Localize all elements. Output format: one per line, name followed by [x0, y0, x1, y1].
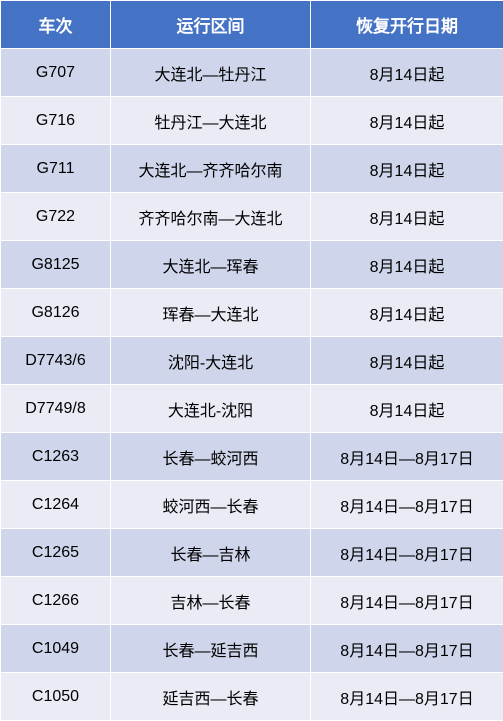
- table-row: C1264蛟河西—长春8月14日—8月17日: [1, 481, 503, 529]
- table-row: C1263长春—蛟河西8月14日—8月17日: [1, 433, 503, 481]
- cell-route: 吉林—长春: [111, 577, 311, 625]
- cell-route: 长春—蛟河西: [111, 433, 311, 481]
- cell-date: 8月14日—8月17日: [311, 673, 503, 721]
- cell-train: G707: [1, 49, 111, 97]
- cell-route: 长春—吉林: [111, 529, 311, 577]
- cell-route: 牡丹江—大连北: [111, 97, 311, 145]
- cell-date: 8月14日起: [311, 241, 503, 289]
- col-header-route: 运行区间: [111, 1, 311, 49]
- cell-date: 8月14日起: [311, 385, 503, 433]
- cell-train: C1266: [1, 577, 111, 625]
- cell-date: 8月14日—8月17日: [311, 481, 503, 529]
- cell-train: G722: [1, 193, 111, 241]
- cell-date: 8月14日起: [311, 97, 503, 145]
- cell-train: G716: [1, 97, 111, 145]
- table-body: G707大连北—牡丹江8月14日起G716牡丹江—大连北8月14日起G711大连…: [1, 49, 503, 721]
- cell-train: G711: [1, 145, 111, 193]
- table-row: C1265长春—吉林8月14日—8月17日: [1, 529, 503, 577]
- cell-route: 大连北—齐齐哈尔南: [111, 145, 311, 193]
- cell-date: 8月14日—8月17日: [311, 577, 503, 625]
- cell-train: D7749/8: [1, 385, 111, 433]
- table-row: D7743/6沈阳-大连北8月14日起: [1, 337, 503, 385]
- table-row: C1049长春—延吉西8月14日—8月17日: [1, 625, 503, 673]
- cell-date: 8月14日—8月17日: [311, 529, 503, 577]
- col-header-train: 车次: [1, 1, 111, 49]
- cell-route: 蛟河西—长春: [111, 481, 311, 529]
- table-row: C1266吉林—长春8月14日—8月17日: [1, 577, 503, 625]
- cell-train: C1050: [1, 673, 111, 721]
- cell-train: C1049: [1, 625, 111, 673]
- table-row: G722齐齐哈尔南—大连北8月14日起: [1, 193, 503, 241]
- cell-train: C1263: [1, 433, 111, 481]
- col-header-date: 恢复开行日期: [311, 1, 503, 49]
- cell-train: C1264: [1, 481, 111, 529]
- table-header: 车次 运行区间 恢复开行日期: [1, 1, 503, 49]
- cell-route: 延吉西—长春: [111, 673, 311, 721]
- cell-train: G8125: [1, 241, 111, 289]
- table-row: G707大连北—牡丹江8月14日起: [1, 49, 503, 97]
- cell-date: 8月14日起: [311, 49, 503, 97]
- cell-train: C1265: [1, 529, 111, 577]
- cell-train: G8126: [1, 289, 111, 337]
- table-row: G8125大连北—珲春8月14日起: [1, 241, 503, 289]
- table-row: C1050延吉西—长春8月14日—8月17日: [1, 673, 503, 721]
- cell-date: 8月14日—8月17日: [311, 433, 503, 481]
- cell-date: 8月14日—8月17日: [311, 625, 503, 673]
- table-row: G716牡丹江—大连北8月14日起: [1, 97, 503, 145]
- cell-route: 长春—延吉西: [111, 625, 311, 673]
- cell-train: D7743/6: [1, 337, 111, 385]
- table-row: D7749/8大连北-沈阳8月14日起: [1, 385, 503, 433]
- cell-route: 大连北—牡丹江: [111, 49, 311, 97]
- cell-route: 齐齐哈尔南—大连北: [111, 193, 311, 241]
- cell-route: 大连北—珲春: [111, 241, 311, 289]
- cell-date: 8月14日起: [311, 145, 503, 193]
- cell-route: 沈阳-大连北: [111, 337, 311, 385]
- train-schedule-table: 车次 运行区间 恢复开行日期 G707大连北—牡丹江8月14日起G716牡丹江—…: [0, 0, 503, 721]
- table-row: G8126珲春—大连北8月14日起: [1, 289, 503, 337]
- cell-route: 珲春—大连北: [111, 289, 311, 337]
- table-row: G711大连北—齐齐哈尔南8月14日起: [1, 145, 503, 193]
- cell-date: 8月14日起: [311, 289, 503, 337]
- cell-date: 8月14日起: [311, 337, 503, 385]
- cell-route: 大连北-沈阳: [111, 385, 311, 433]
- cell-date: 8月14日起: [311, 193, 503, 241]
